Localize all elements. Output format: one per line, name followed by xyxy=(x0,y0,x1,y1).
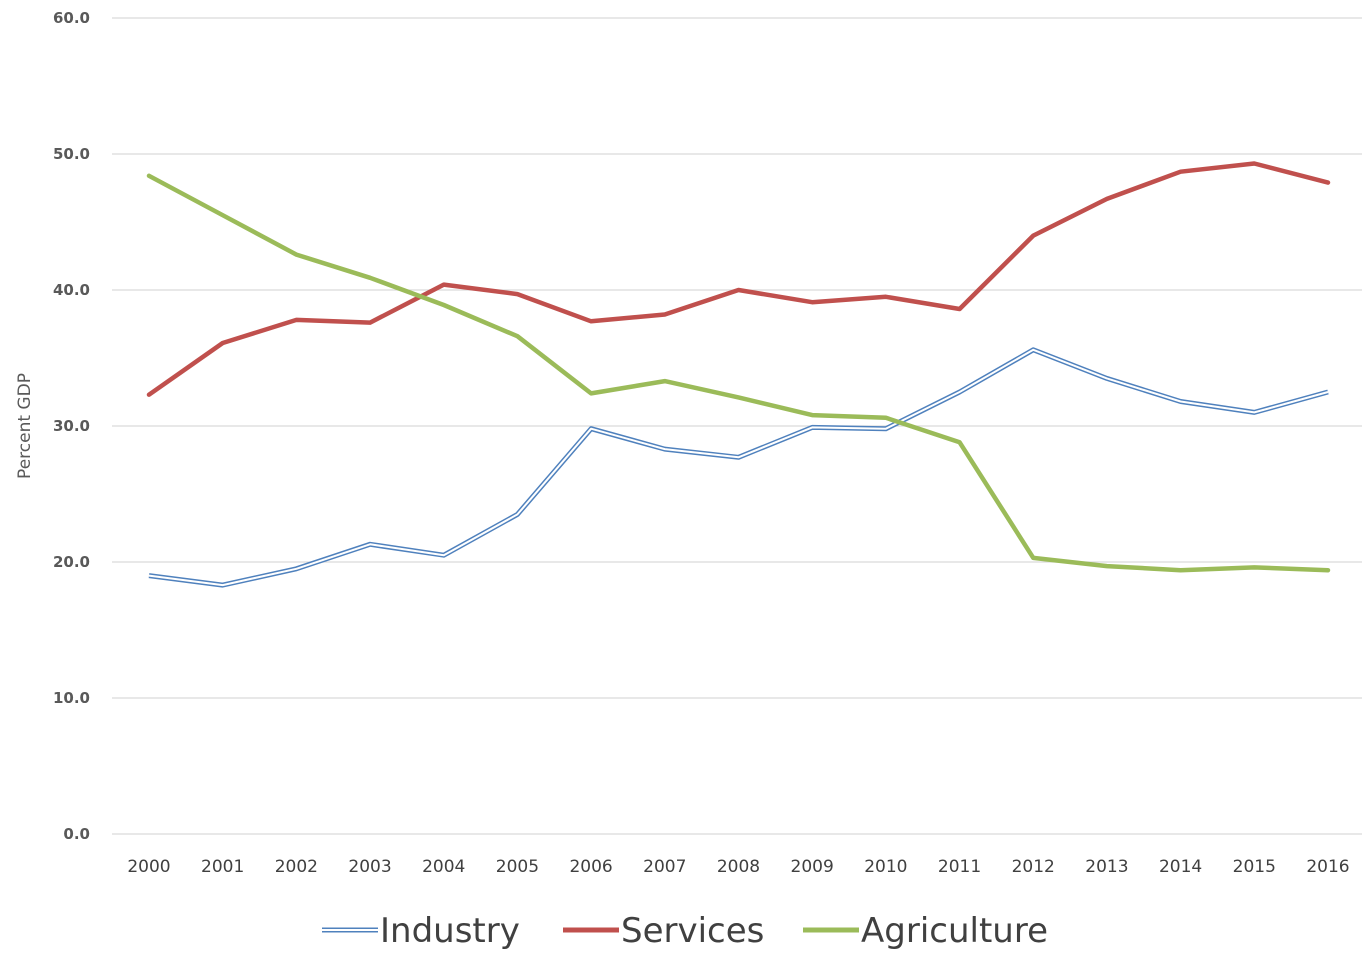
x-tick-label: 2012 xyxy=(1012,857,1055,877)
y-axis-ticks: 0.0 10.0 20.0 30.0 40.0 50.0 60.0 xyxy=(53,9,90,843)
x-tick-label: 2001 xyxy=(201,857,244,877)
series-line-industry-inner xyxy=(148,348,1329,587)
y-tick-label: 10.0 xyxy=(53,689,90,707)
x-tick-label: 2000 xyxy=(127,857,170,877)
y-tick-label: 40.0 xyxy=(53,281,90,299)
x-tick-label: 2002 xyxy=(275,857,318,877)
x-tick-label: 2004 xyxy=(422,857,465,877)
y-tick-label: 60.0 xyxy=(53,9,90,27)
y-axis-label: Percent GDP xyxy=(15,373,35,479)
x-tick-label: 2011 xyxy=(938,857,981,877)
x-tick-label: 2009 xyxy=(791,857,834,877)
x-tick-label: 2007 xyxy=(643,857,686,877)
series-line-industry xyxy=(148,347,1329,588)
x-tick-label: 2003 xyxy=(348,857,391,877)
x-axis-ticks: 2000 2001 2002 2003 2004 2005 2006 2007 2008 2009… xyxy=(127,857,1349,877)
y-tick-label: 30.0 xyxy=(53,417,90,435)
x-tick-label: 2010 xyxy=(864,857,907,877)
x-tick-label: 2014 xyxy=(1159,857,1202,877)
y-tick-label: 0.0 xyxy=(63,825,90,843)
legend-label-industry: Industry xyxy=(380,911,520,951)
x-tick-label: 2016 xyxy=(1306,857,1349,877)
series-line-agriculture xyxy=(146,173,1331,573)
series-line-services xyxy=(146,161,1331,397)
x-tick-label: 2006 xyxy=(569,857,612,877)
x-tick-label: 2013 xyxy=(1085,857,1128,877)
x-tick-label: 2005 xyxy=(496,857,539,877)
legend: Industry Services Agriculture xyxy=(322,911,1048,951)
gridlines xyxy=(112,17,1362,835)
x-tick-label: 2008 xyxy=(717,857,760,877)
x-tick-label: 2015 xyxy=(1233,857,1276,877)
series-lines xyxy=(146,161,1331,588)
y-tick-label: 20.0 xyxy=(53,553,90,571)
legend-label-agriculture: Agriculture xyxy=(861,911,1048,951)
legend-label-services: Services xyxy=(621,911,764,951)
y-tick-label: 50.0 xyxy=(53,145,90,163)
